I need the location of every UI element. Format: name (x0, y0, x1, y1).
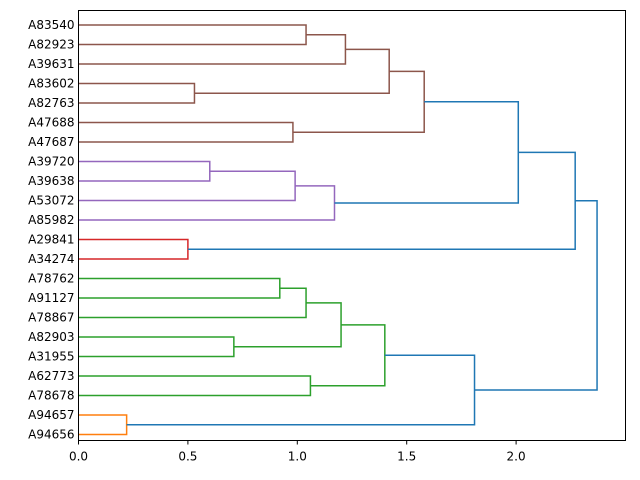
dendrogram-link-n9 (78, 185, 336, 221)
dendrogram-link-n19 (78, 414, 128, 436)
leaf-label: A94657 (28, 408, 74, 422)
leaf-label: A83540 (28, 18, 74, 32)
dendrogram-link-n1 (78, 24, 307, 46)
plot-frame (78, 10, 626, 441)
leaf-label: A78867 (28, 311, 74, 325)
leaf-label: A34274 (28, 252, 74, 266)
x-tick-label: 1.0 (288, 450, 307, 464)
leaf-label: A62773 (28, 369, 74, 383)
leaf-label: A82903 (28, 330, 74, 344)
leaf-label: A47687 (28, 135, 74, 149)
leaf-labels: A83540 A82923 A39631 A83602 A82763 A47688 A476… (28, 18, 74, 442)
x-tick-label: 0.5 (178, 450, 197, 464)
leaf-label: A31955 (28, 350, 74, 364)
leaf-label: A47688 (28, 116, 74, 130)
leaf-label: A78678 (28, 389, 74, 403)
leaf-label: A82763 (28, 96, 74, 110)
dendrogram-link-n10 (334, 101, 520, 204)
x-axis: 0.0 0.5 1.0 1.5 2.0 (69, 440, 526, 464)
leaf-label: A39720 (28, 155, 74, 169)
x-tick-label: 2.0 (507, 450, 526, 464)
leaf-label: A85982 (28, 213, 74, 227)
x-tick-label: 0.0 (69, 450, 88, 464)
dendrogram-link-n21 (474, 200, 598, 391)
dendrogram-link-n8 (78, 170, 296, 202)
leaf-label: A39631 (28, 57, 74, 71)
leaf-label: A82923 (28, 38, 74, 52)
dendrogram-link-n3 (78, 82, 196, 104)
leaf-label: A29841 (28, 233, 74, 247)
leaf-label: A83602 (28, 77, 74, 91)
dendrogram-link-n17 (78, 375, 312, 397)
dendrogram-links (78, 24, 598, 436)
dendrogram-link-n7 (78, 160, 211, 182)
dendrogram-link-n4 (194, 48, 390, 94)
x-tick-label: 1.5 (397, 450, 416, 464)
dendrogram-link-n20 (126, 354, 476, 426)
leaf-label: A53072 (28, 194, 74, 208)
dendrogram-link-n11 (78, 238, 189, 260)
dendrogram-link-n6 (292, 70, 425, 133)
dendrogram-link-n18 (310, 324, 386, 387)
leaf-label: A91127 (28, 291, 74, 305)
dendrogram-link-n14 (78, 287, 307, 319)
leaf-label: A78762 (28, 272, 74, 286)
dendrogram-link-n16 (233, 302, 342, 348)
dendrogram-link-n15 (78, 336, 235, 358)
leaf-label: A39638 (28, 174, 74, 188)
dendrogram-link-n5 (78, 121, 294, 143)
dendrogram-link-n13 (78, 277, 281, 299)
leaf-label: A94656 (28, 428, 74, 442)
